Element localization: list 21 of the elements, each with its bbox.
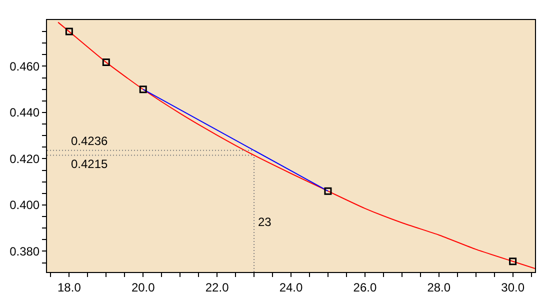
ref-line-label: 0.4236 bbox=[71, 134, 108, 148]
y-tick-label: 0.400 bbox=[10, 198, 40, 212]
y-tick-label: 0.380 bbox=[10, 244, 40, 258]
y-tick-label: 0.460 bbox=[10, 59, 40, 74]
point bbox=[102, 58, 110, 66]
point bbox=[65, 28, 73, 36]
point bbox=[324, 187, 332, 195]
point bbox=[139, 86, 147, 94]
point bbox=[509, 258, 517, 266]
ref-line-label: 0.4215 bbox=[71, 157, 108, 171]
x-tick-label: 20.0 bbox=[131, 280, 156, 294]
x-tick-label: 24.0 bbox=[279, 280, 303, 294]
x-tick-label: 18.0 bbox=[58, 280, 82, 294]
x-tick-label: 28.0 bbox=[427, 280, 451, 294]
ref-line-label: 23 bbox=[258, 215, 272, 229]
y-tick-label: 0.440 bbox=[10, 106, 40, 120]
y-tick-label: 0.420 bbox=[10, 152, 40, 166]
line-series bbox=[58, 22, 535, 270]
x-tick-label: 30.0 bbox=[501, 280, 525, 294]
x-tick-label: 26.0 bbox=[353, 280, 377, 294]
x-tick-label: 22.0 bbox=[205, 280, 230, 294]
